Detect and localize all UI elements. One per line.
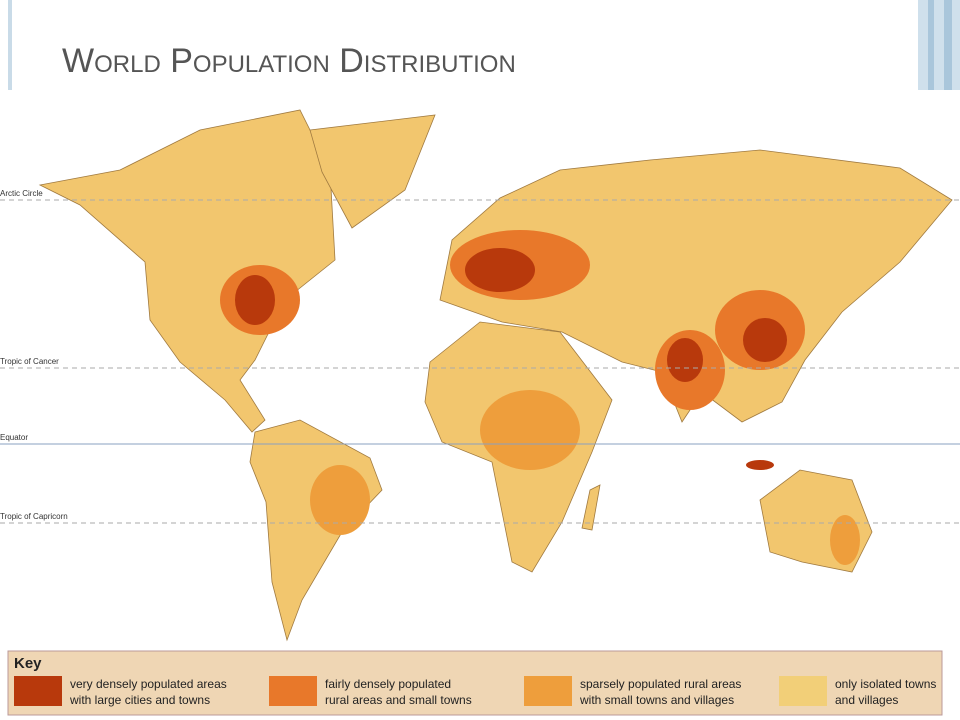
madagascar	[581, 484, 601, 531]
key-swatch	[269, 676, 317, 706]
key-label: rural areas and small towns	[325, 693, 472, 707]
north-america	[38, 109, 336, 433]
patch	[480, 390, 580, 470]
key-items: very densely populated areas with large c…	[14, 676, 936, 707]
key-label: only isolated towns	[835, 677, 936, 691]
latitude-label: Tropic of Capricorn	[0, 512, 68, 521]
key-label: and villages	[835, 693, 898, 707]
decor-bar	[928, 0, 934, 90]
key-label: sparsely populated rural areas	[580, 677, 741, 691]
key-label: very densely populated areas	[70, 677, 227, 691]
density-patches	[220, 230, 860, 565]
patch	[746, 460, 774, 470]
key-label: with large cities and towns	[69, 693, 210, 707]
continents	[38, 109, 953, 642]
key-swatch	[524, 676, 572, 706]
key-label: with small towns and villages	[579, 693, 734, 707]
key-swatch	[779, 676, 827, 706]
latitude-lines: Arctic Circle Tropic of Cancer Equator Trop…	[0, 189, 960, 524]
latitude-label: Arctic Circle	[0, 189, 43, 198]
eurasia	[439, 149, 953, 423]
latitude-label: Tropic of Cancer	[0, 357, 59, 366]
key-title: Key	[14, 655, 42, 672]
decor-bar	[944, 0, 952, 90]
patch	[743, 318, 787, 362]
latitude-label: Equator	[0, 433, 28, 442]
decor-bar	[918, 0, 960, 90]
greenland	[309, 114, 436, 229]
patch	[310, 465, 370, 535]
title: World Population Distribution	[62, 42, 516, 80]
patch	[235, 275, 275, 325]
key-label: fairly densely populated	[325, 677, 451, 691]
decor-bar	[8, 0, 12, 90]
patch	[667, 338, 703, 382]
patch	[465, 248, 535, 292]
key-swatch	[14, 676, 62, 706]
patch	[830, 515, 860, 565]
